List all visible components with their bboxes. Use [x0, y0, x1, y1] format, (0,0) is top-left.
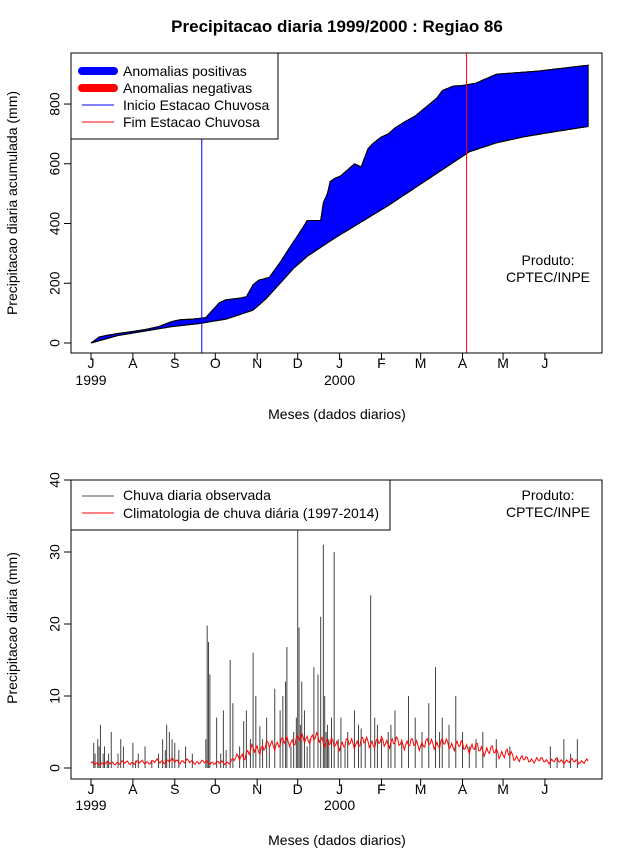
x-tick-label: J	[541, 355, 548, 371]
y-tick-label: 30	[47, 544, 63, 560]
legend-box	[70, 479, 391, 531]
x-tick-label: S	[170, 781, 179, 797]
x-tick-label: S	[170, 355, 179, 371]
x-tick-label: D	[293, 781, 303, 797]
x-tick-label: J	[88, 355, 95, 371]
x-tick-label: O	[210, 781, 221, 797]
x-tick-label: M	[497, 781, 509, 797]
y-tick-label: 400	[47, 212, 63, 236]
legend: Chuva diaria observada Climatologia de c…	[70, 479, 391, 531]
daily-bars	[93, 530, 578, 768]
product-source: CPTEC/INPE	[506, 269, 590, 285]
x-tick-label: A	[458, 355, 468, 371]
x-axis-label: Meses (dados diarios)	[268, 832, 406, 848]
observed-cumulative-line	[90, 64, 589, 344]
x-tick-label: J	[336, 781, 343, 797]
x-tick-label: N	[252, 781, 262, 797]
x-tick-label: M	[415, 781, 427, 797]
legend-label-observed: Chuva diaria observada	[123, 487, 271, 503]
product-label: Produto:	[522, 252, 575, 268]
x-tick-label: D	[293, 355, 303, 371]
y-axis: 0 200 400 600 800	[47, 92, 72, 347]
climatology-cumulative-line	[90, 125, 589, 344]
y-tick-label: 0	[47, 339, 63, 347]
x-tick-label: M	[415, 355, 427, 371]
x-tick-label: A	[458, 781, 468, 797]
y-tick-label: 600	[47, 152, 63, 176]
year-label: 1999	[75, 372, 106, 388]
y-tick-label: 10	[47, 688, 63, 704]
legend-label-climatology: Climatologia de chuva diária (1997-2014)	[123, 505, 379, 521]
legend-label-inicio: Inicio Estacao Chuvosa	[123, 97, 270, 113]
legend-label-fim: Fim Estacao Chuvosa	[123, 114, 260, 130]
x-tick-label: N	[252, 355, 262, 371]
year-label: 2000	[324, 372, 355, 388]
year-label: 2000	[324, 797, 355, 813]
y-tick-label: 20	[47, 616, 63, 632]
climatology-daily-line	[90, 731, 589, 766]
legend-label-positive: Anomalias positivas	[123, 63, 247, 79]
x-tick-label: O	[210, 355, 221, 371]
product-label: Produto:	[522, 487, 575, 503]
x-tick-label: A	[128, 355, 138, 371]
x-tick-label: F	[377, 355, 386, 371]
y-axis: 0 10 20 30 40	[47, 472, 72, 772]
year-label: 1999	[75, 797, 106, 813]
x-tick-label: F	[377, 781, 386, 797]
x-tick-label: M	[497, 355, 509, 371]
y-axis-label: Precipitacao diaria acumulada (mm)	[4, 91, 20, 315]
y-tick-label: 800	[47, 92, 63, 116]
chart-title: Precipitacao diaria 1999/2000 : Regiao 8…	[171, 17, 503, 36]
y-tick-label: 200	[47, 271, 63, 295]
x-tick-label: J	[88, 781, 95, 797]
y-tick-label: 0	[47, 764, 63, 772]
legend: Anomalias positivas Anomalias negativas …	[70, 52, 279, 140]
x-tick-label: J	[336, 355, 343, 371]
x-tick-label: J	[541, 781, 548, 797]
product-source: CPTEC/INPE	[506, 504, 590, 520]
y-axis-label: Precipitacao diaria (mm)	[4, 552, 20, 704]
y-tick-label: 40	[47, 472, 63, 488]
x-tick-label: A	[128, 781, 138, 797]
x-axis-label: Meses (dados diarios)	[268, 406, 406, 422]
legend-label-negative: Anomalias negativas	[123, 80, 252, 96]
